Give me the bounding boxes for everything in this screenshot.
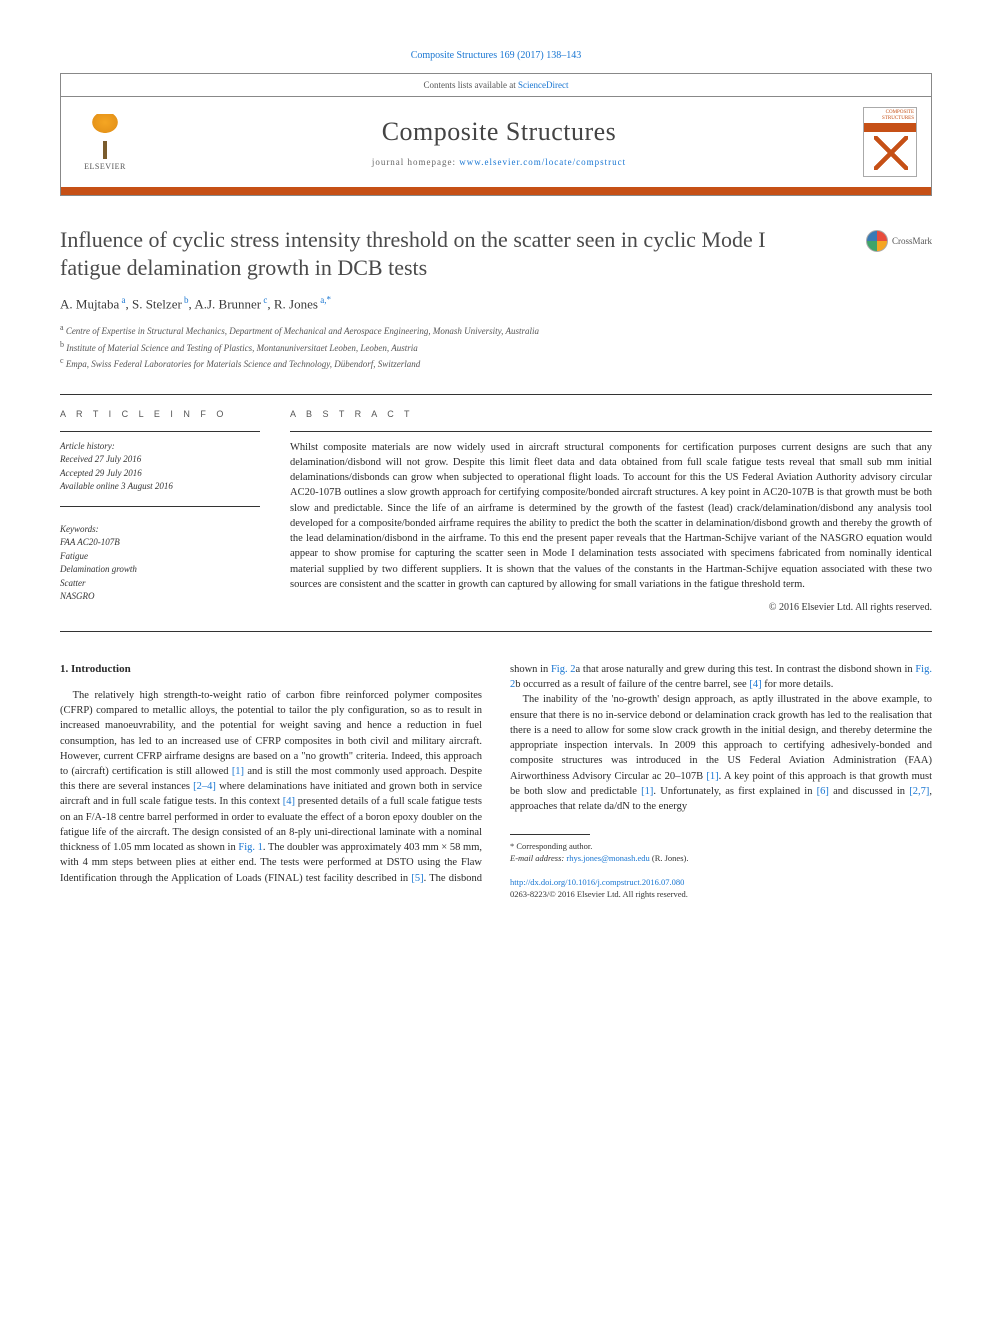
info-abstract-row: A R T I C L E I N F O Article history: R… [60, 409, 932, 613]
body-columns: 1. Introduction The relatively high stre… [60, 662, 932, 901]
homepage-label: journal homepage: [372, 157, 459, 167]
crossmark-label: CrossMark [892, 236, 932, 246]
accent-bar [61, 187, 931, 195]
ref-link-1[interactable]: [1] [232, 766, 244, 777]
history-head: Article history: [60, 441, 115, 451]
article-header: CrossMark Influence of cyclic stress int… [60, 226, 932, 372]
aff-text-b: Institute of Material Science and Testin… [66, 343, 417, 353]
keyword-4: NASGRO [60, 591, 95, 601]
doi-block: http://dx.doi.org/10.1016/j.compstruct.2… [510, 877, 932, 901]
author-3: A.J. Brunner [194, 296, 261, 311]
journal-header: Contents lists available at ScienceDirec… [60, 73, 932, 196]
keyword-2: Delamination growth [60, 564, 137, 574]
article-info-column: A R T I C L E I N F O Article history: R… [60, 409, 260, 613]
history-received: Received 27 July 2016 [60, 454, 141, 464]
p2-mid2: . Unfortunately, as first explained in [653, 786, 816, 797]
ref-link-2-7[interactable]: [2,7] [909, 786, 929, 797]
journal-cover-thumb [863, 107, 917, 177]
p1-tail4: b occurred as a result of failure of the… [515, 679, 749, 690]
ref-link-1c[interactable]: [1] [641, 786, 653, 797]
p1-tail3: a that arose naturally and grew during t… [576, 664, 916, 675]
ref-link-4[interactable]: [4] [283, 796, 295, 807]
footnote-rule [510, 834, 590, 835]
contents-line: Contents lists available at ScienceDirec… [61, 74, 931, 97]
page-root: Composite Structures 169 (2017) 138–143 … [0, 0, 992, 941]
aff-sup-b: b [60, 340, 64, 349]
rule-bottom [60, 631, 932, 632]
fig-link-1[interactable]: Fig. 1 [238, 842, 263, 853]
footnote-block: * Corresponding author. E-mail address: … [510, 834, 932, 901]
journal-ref-link[interactable]: Composite Structures 169 (2017) 138–143 [411, 50, 582, 61]
ref-link-2-4[interactable]: [2–4] [193, 781, 216, 792]
aff-text-c: Empa, Swiss Federal Laboratories for Mat… [66, 359, 420, 369]
authors-line: A. Mujtaba a, S. Stelzer b, A.J. Brunner… [60, 295, 932, 312]
keyword-0: FAA AC20-107B [60, 537, 120, 547]
p1-pre: The relatively high strength-to-weight r… [60, 690, 482, 777]
aff-sup-a: a [60, 323, 64, 332]
sciencedirect-link[interactable]: ScienceDirect [518, 80, 568, 90]
article-history: Article history: Received 27 July 2016 A… [60, 440, 260, 604]
issn-line: 0263-8223/© 2016 Elsevier Ltd. All right… [510, 889, 688, 899]
keyword-3: Scatter [60, 578, 86, 588]
aff-sup-c: c [60, 356, 64, 365]
email-footnote: E-mail address: rhys.jones@monash.edu (R… [510, 853, 932, 865]
intro-paragraph-2: The inability of the 'no-growth' design … [510, 692, 932, 814]
author-2: S. Stelzer [132, 296, 182, 311]
p2-mid3: and discussed in [829, 786, 909, 797]
aff-text-a: Centre of Expertise in Structural Mechan… [66, 326, 539, 336]
p2-pre: The inability of the 'no-growth' design … [510, 694, 932, 781]
elsevier-tree-icon [83, 114, 127, 160]
homepage-link[interactable]: www.elsevier.com/locate/compstruct [459, 157, 626, 167]
ref-link-1b[interactable]: [1] [706, 771, 718, 782]
keywords-head: Keywords: [60, 523, 260, 537]
p1-tail5: for more details. [762, 679, 834, 690]
journal-title: Composite Structures [135, 117, 863, 147]
ref-link-4b[interactable]: [4] [749, 679, 761, 690]
elsevier-label: ELSEVIER [75, 162, 135, 171]
header-mid-row: ELSEVIER Composite Structures journal ho… [61, 97, 931, 187]
article-title: Influence of cyclic stress intensity thr… [60, 226, 932, 281]
corresponding-footnote: * Corresponding author. [510, 841, 932, 853]
section-1-heading: 1. Introduction [60, 662, 482, 678]
email-link[interactable]: rhys.jones@monash.edu [566, 853, 649, 863]
keyword-1: Fatigue [60, 551, 88, 561]
author-2-aff: b [182, 295, 189, 305]
crossmark-icon [866, 230, 888, 252]
contents-label: Contents lists available at [424, 80, 518, 90]
ref-link-5[interactable]: [5] [411, 873, 423, 884]
info-rule [60, 431, 260, 432]
history-online: Available online 3 August 2016 [60, 481, 173, 491]
abstract-rule [290, 431, 932, 432]
cover-icon [874, 136, 908, 170]
article-info-label: A R T I C L E I N F O [60, 409, 260, 419]
author-4: R. Jones [274, 296, 318, 311]
affiliation-c: c Empa, Swiss Federal Laboratories for M… [60, 355, 932, 372]
affiliation-a: a Centre of Expertise in Structural Mech… [60, 322, 932, 339]
ref-link-6[interactable]: [6] [817, 786, 829, 797]
abstract-copyright: © 2016 Elsevier Ltd. All rights reserved… [290, 602, 932, 613]
author-3-aff: c [261, 295, 267, 305]
rule-top [60, 394, 932, 395]
email-label: E-mail address: [510, 853, 566, 863]
abstract-label: A B S T R A C T [290, 409, 932, 419]
email-who: (R. Jones). [650, 853, 689, 863]
fig-link-2a[interactable]: Fig. 2 [551, 664, 576, 675]
doi-link[interactable]: http://dx.doi.org/10.1016/j.compstruct.2… [510, 877, 684, 887]
affiliations: a Centre of Expertise in Structural Mech… [60, 322, 932, 372]
crossmark-badge[interactable]: CrossMark [866, 230, 932, 252]
author-1: A. Mujtaba [60, 296, 119, 311]
journal-reference: Composite Structures 169 (2017) 138–143 [60, 50, 932, 61]
history-accepted: Accepted 29 July 2016 [60, 468, 142, 478]
affiliation-b: b Institute of Material Science and Test… [60, 339, 932, 356]
corresponding-mark[interactable]: * [326, 296, 331, 311]
abstract-text: Whilst composite materials are now widel… [290, 440, 932, 592]
journal-title-block: Composite Structures journal homepage: w… [135, 117, 863, 167]
elsevier-logo: ELSEVIER [75, 114, 135, 171]
journal-homepage: journal homepage: www.elsevier.com/locat… [135, 157, 863, 167]
kw-rule [60, 506, 260, 507]
author-1-aff: a [119, 295, 125, 305]
abstract-column: A B S T R A C T Whilst composite materia… [290, 409, 932, 613]
